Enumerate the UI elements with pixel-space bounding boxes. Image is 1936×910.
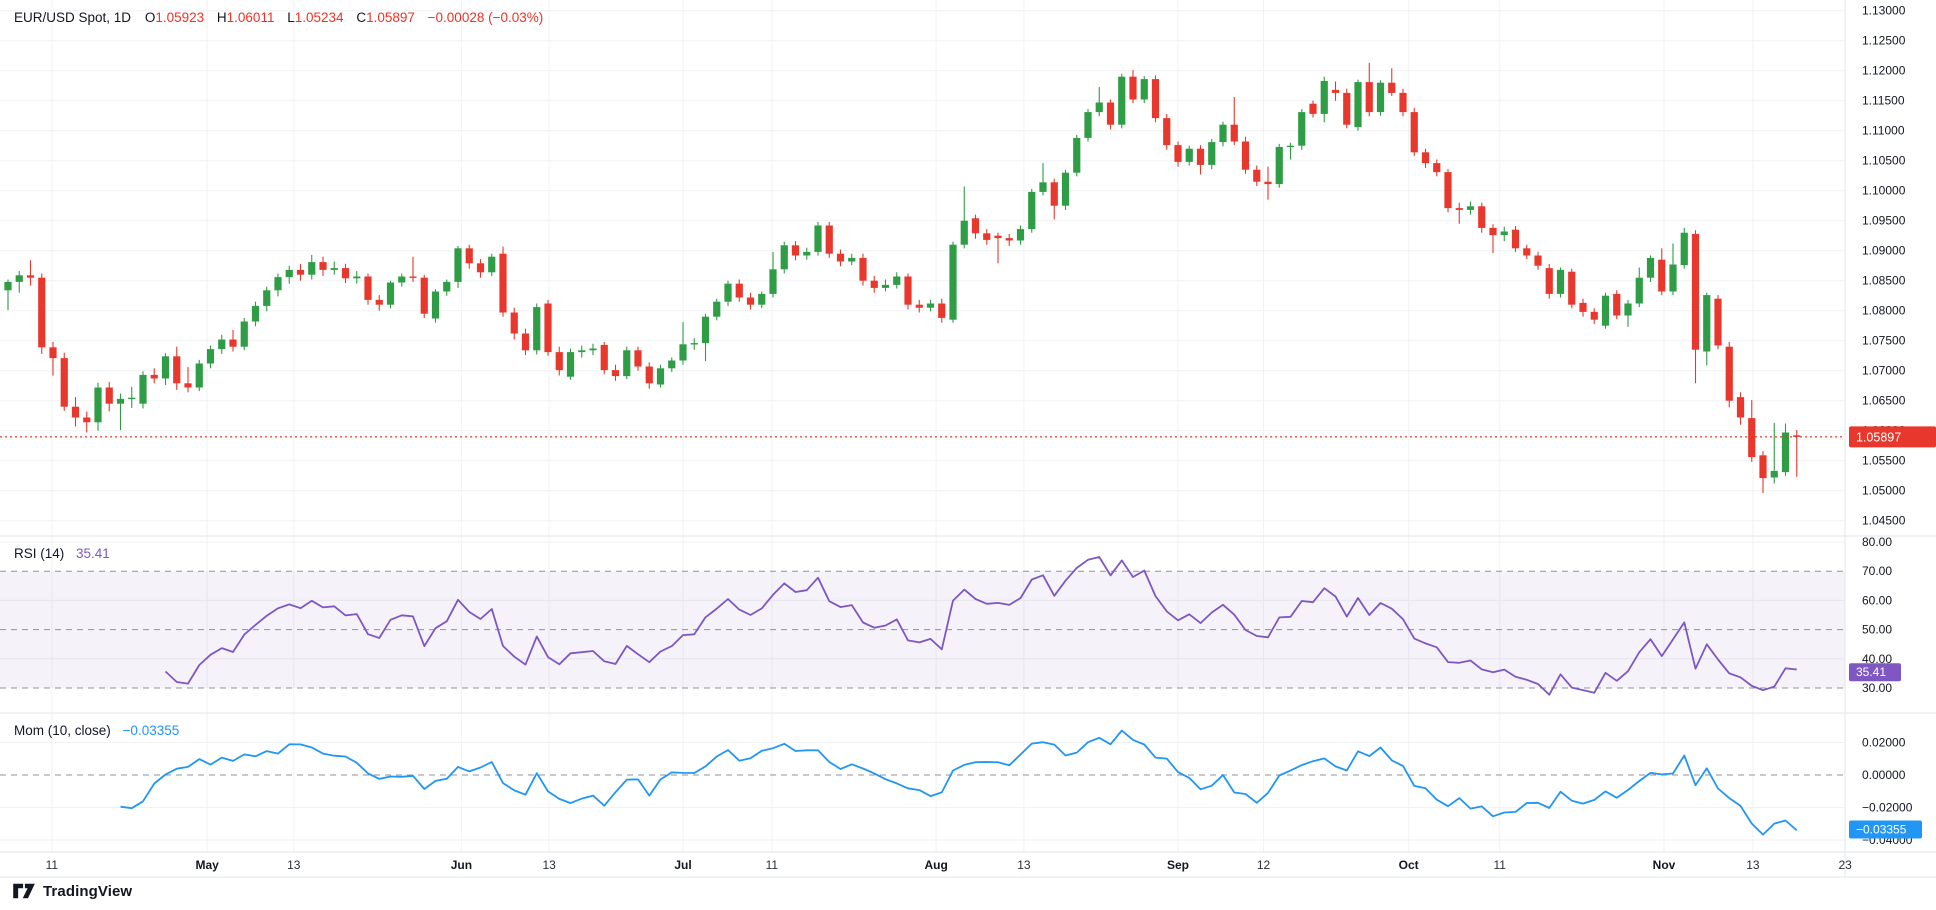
rsi-series <box>164 556 1797 696</box>
high-label: H <box>216 10 227 25</box>
grid-lines <box>0 0 1845 852</box>
svg-text:35.41: 35.41 <box>1856 665 1886 679</box>
svg-text:1.05897: 1.05897 <box>1856 430 1901 444</box>
last-price-tag: 1.05897 <box>1849 426 1936 448</box>
rsi-axis-label: 70.00 <box>1862 564 1892 578</box>
time-axis-label: 13 <box>1017 858 1031 872</box>
momentum-axis-label: 0.00000 <box>1862 768 1906 782</box>
momentum-series <box>120 729 1798 836</box>
price-axis-label: 1.12000 <box>1862 64 1906 78</box>
price-axis-label: 1.13000 <box>1862 4 1906 18</box>
momentum-legend[interactable]: Mom (10, close) −0.03355 <box>14 723 179 738</box>
price-axis-label: 1.09500 <box>1862 214 1906 228</box>
momentum-value: −0.03355 <box>122 723 180 738</box>
rsi-band <box>0 571 1845 688</box>
close-value: 1.05897 <box>366 10 415 25</box>
momentum-axis-label: 0.02000 <box>1862 736 1906 750</box>
candlestick-series[interactable] <box>4 62 1801 494</box>
price-axis-label: 1.07000 <box>1862 364 1906 378</box>
symbol-title: EUR/USD Spot, 1D <box>14 10 132 25</box>
rsi-axis-label: 80.00 <box>1862 535 1892 549</box>
price-axis-label: 1.11000 <box>1862 124 1905 138</box>
price-axis-label: 1.05500 <box>1862 454 1906 468</box>
change-value: −0.00028 (−0.03%) <box>427 10 544 25</box>
price-axis-label: 1.06500 <box>1862 394 1906 408</box>
momentum-label: Mom (10, close) <box>14 723 111 738</box>
rsi-axis-label: 50.00 <box>1862 623 1892 637</box>
rsi-axis[interactable]: 80.00 70.00 60.00 50.00 40.00 30.00 <box>1862 535 1892 695</box>
time-axis-label: 13 <box>1746 858 1760 872</box>
close-label: C <box>356 10 367 25</box>
tradingview-attribution[interactable]: TradingView <box>12 882 132 900</box>
high-value: 1.06011 <box>226 10 275 25</box>
price-axis-label: 1.07500 <box>1862 334 1906 348</box>
rsi-axis-label: 60.00 <box>1862 593 1892 607</box>
momentum-axis-label: −0.02000 <box>1862 801 1913 815</box>
symbol-legend[interactable]: EUR/USD Spot, 1D O1.05923 H1.06011 L1.05… <box>14 10 543 25</box>
rsi-value-tag: 35.41 <box>1849 663 1901 682</box>
price-axis-label: 1.08000 <box>1862 304 1906 318</box>
time-axis-label: May <box>195 858 219 872</box>
time-axis-label: 11 <box>1494 858 1507 872</box>
rsi-legend[interactable]: RSI (14) 35.41 <box>14 546 110 561</box>
time-axis[interactable]: 11 May 13 Jun 13 Jul 11 Aug 13 Sep 12 Oct 11 Nov 13 23 <box>46 858 1852 872</box>
price-axis-label: 1.12500 <box>1862 34 1906 48</box>
time-axis-label: 13 <box>542 858 556 872</box>
price-axis-label: 1.09000 <box>1862 244 1906 258</box>
momentum-value-tag: −0.03355 <box>1849 820 1922 839</box>
open-label: O <box>144 10 156 25</box>
price-axis-label: 1.10500 <box>1862 154 1906 168</box>
price-axis[interactable]: 1.13000 1.12500 1.12000 1.11500 1.11000 1.105… <box>1862 4 1906 528</box>
time-axis-label: Oct <box>1399 858 1419 872</box>
rsi-axis-label: 30.00 <box>1862 681 1892 695</box>
time-axis-label: Aug <box>924 858 947 872</box>
price-axis-label: 1.04500 <box>1862 514 1906 528</box>
open-value: 1.05923 <box>155 10 205 25</box>
time-axis-label: 11 <box>766 858 779 872</box>
time-axis-label: 12 <box>1257 858 1271 872</box>
price-axis-label: 1.11500 <box>1862 94 1905 108</box>
rsi-value: 35.41 <box>76 546 110 561</box>
tradingview-brand-text: TradingView <box>43 882 133 900</box>
time-axis-label: Sep <box>1167 858 1189 872</box>
time-axis-label: 23 <box>1838 858 1852 872</box>
rsi-label: RSI (14) <box>14 546 65 561</box>
rsi-axis-label: 40.00 <box>1862 652 1892 666</box>
price-axis-label: 1.08500 <box>1862 274 1906 288</box>
price-axis-label: 1.10000 <box>1862 184 1906 198</box>
price-axis-label: 1.05000 <box>1862 484 1906 498</box>
time-axis-label: 13 <box>287 858 301 872</box>
tradingview-logo-icon <box>12 882 36 900</box>
low-value: 1.05234 <box>294 10 344 25</box>
time-axis-label: Jul <box>674 858 691 872</box>
svg-text:−0.03355: −0.03355 <box>1856 823 1907 837</box>
time-axis-label: Jun <box>451 858 472 872</box>
low-label: L <box>287 10 295 25</box>
time-axis-label: 11 <box>46 858 59 872</box>
time-axis-label: Nov <box>1653 858 1676 872</box>
